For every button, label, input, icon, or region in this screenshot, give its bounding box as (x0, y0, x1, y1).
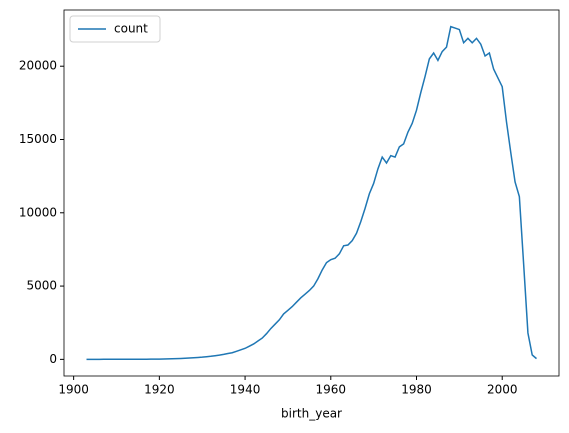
axes-frame (63, 9, 560, 377)
legend-label: count (114, 22, 148, 36)
x-axis-label: birth_year (281, 407, 342, 421)
y-tick-label: 20000 (19, 59, 57, 73)
x-tick-label: 1900 (58, 383, 89, 397)
x-tick-label: 1920 (144, 383, 175, 397)
x-tick-label: 1960 (316, 383, 347, 397)
y-tick-label: 10000 (19, 205, 57, 219)
y-tick-label: 15000 (19, 132, 57, 146)
x-tick-label: 1980 (401, 383, 432, 397)
x-tick-label: 2000 (487, 383, 518, 397)
y-tick-label: 0 (49, 352, 57, 366)
y-tick-label: 5000 (26, 279, 57, 293)
legend-box (69, 15, 161, 43)
line-series (86, 25, 537, 361)
x-tick-label: 1940 (230, 383, 261, 397)
